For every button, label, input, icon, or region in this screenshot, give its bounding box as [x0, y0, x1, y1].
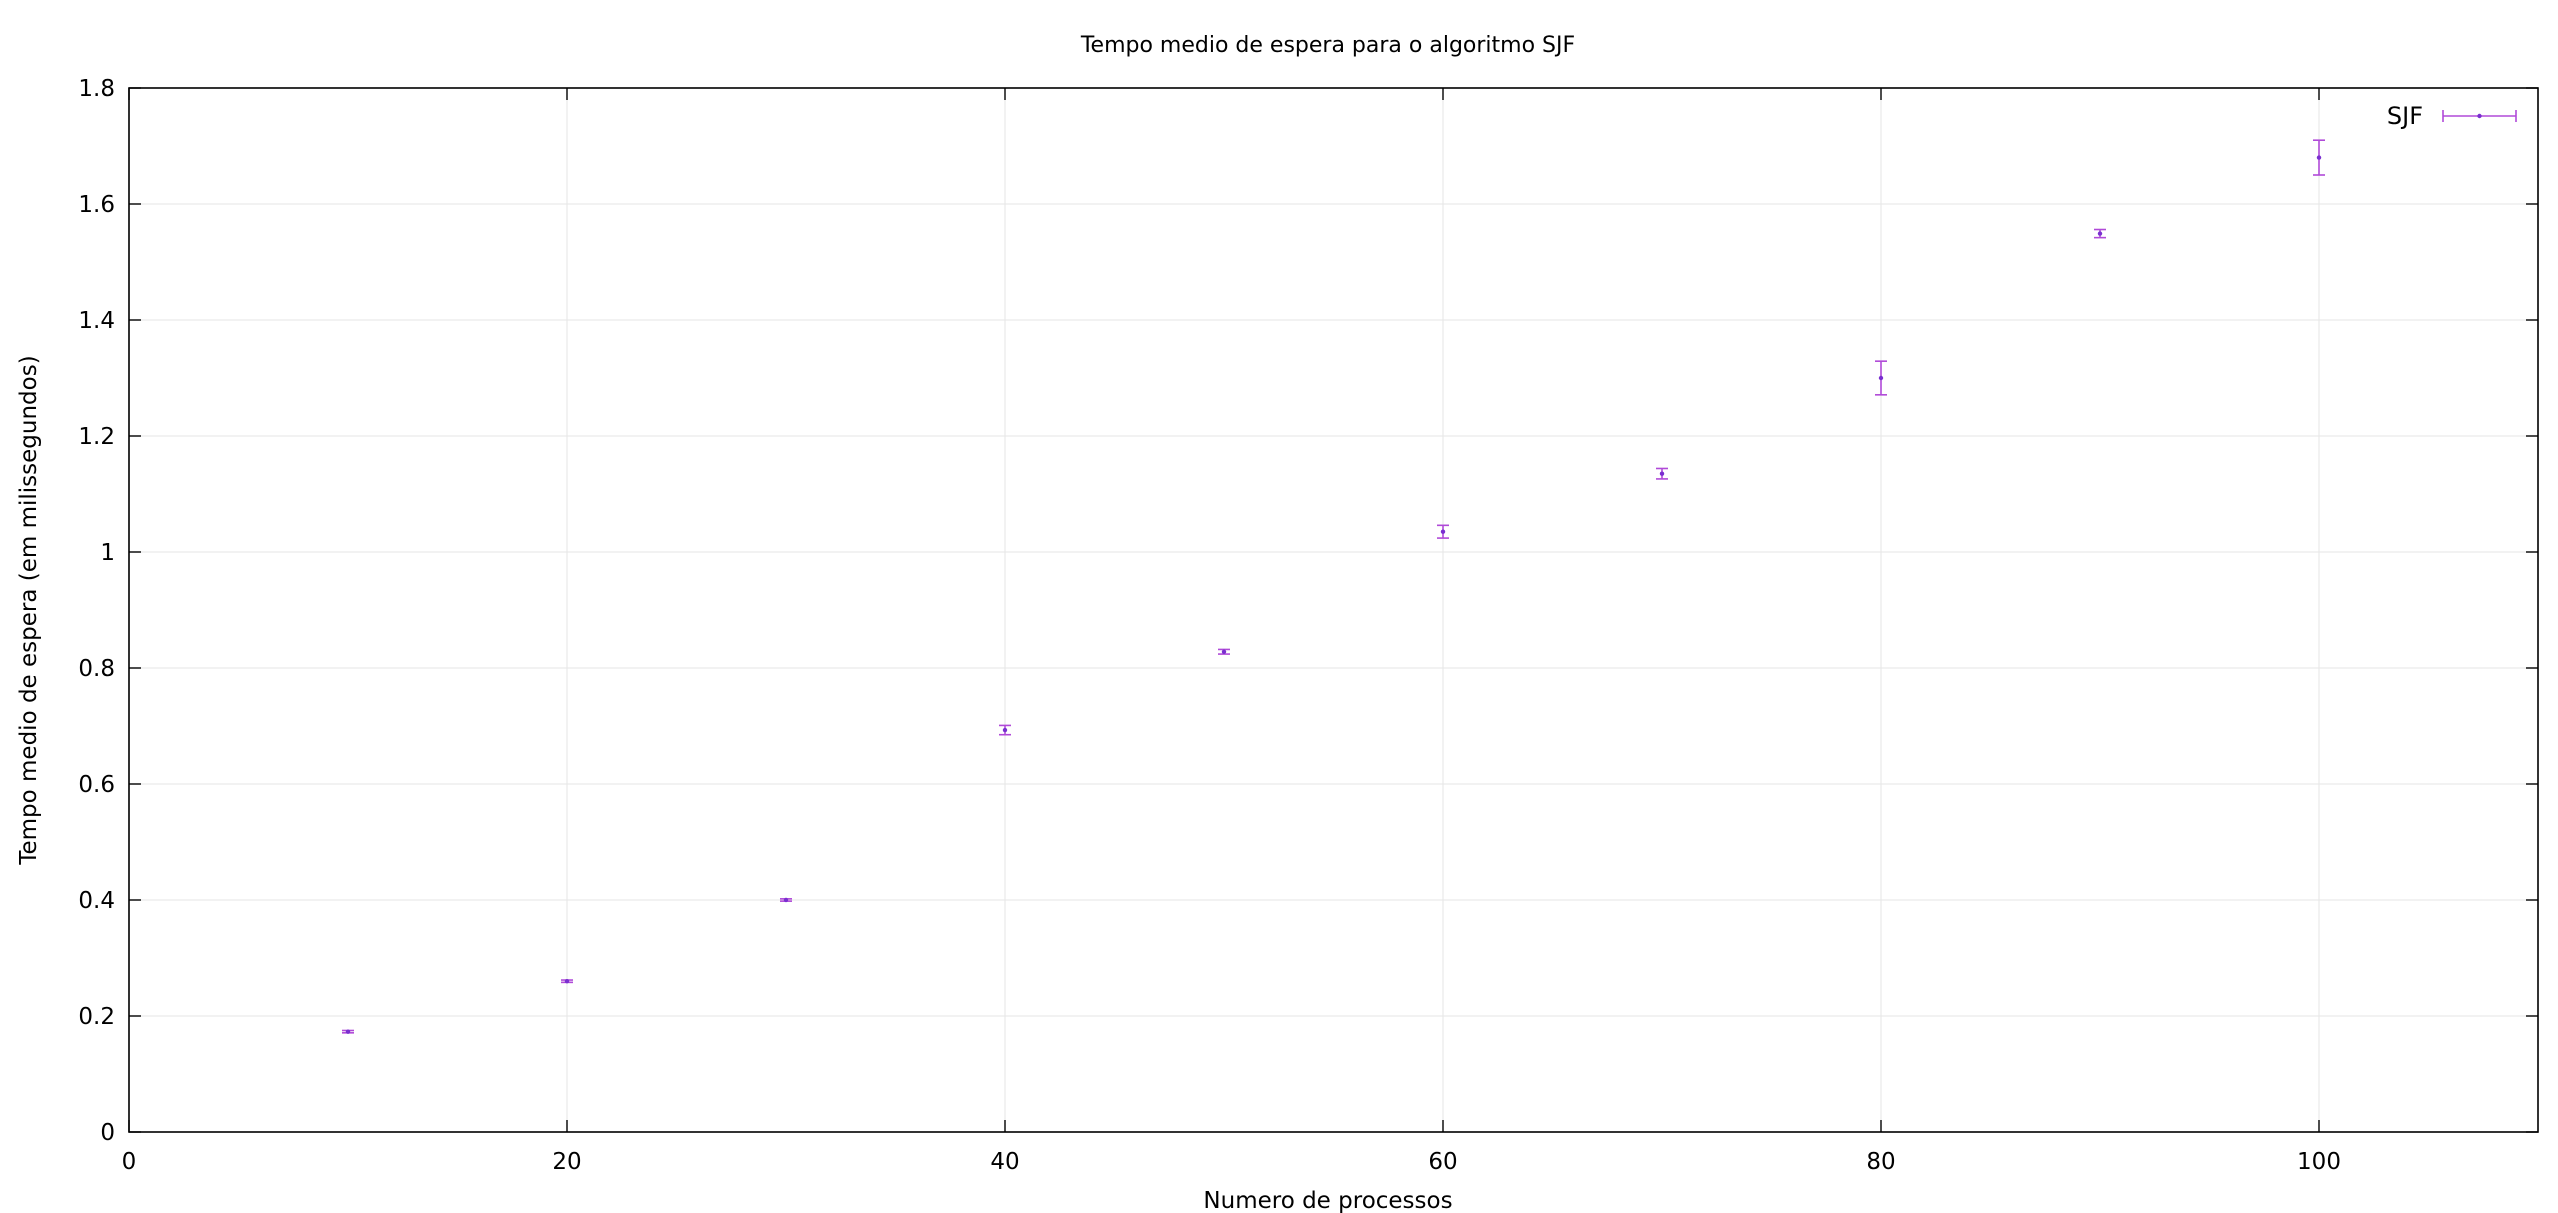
data-point: [999, 724, 1011, 736]
y-tick-label: 0.8: [78, 656, 115, 682]
data-point: [1437, 524, 1449, 539]
y-tick-label: 1.4: [78, 308, 115, 334]
x-axis-label: Numero de processos: [1203, 1188, 1452, 1213]
legend: SJF: [2387, 102, 2517, 130]
y-tick-label: 1: [100, 540, 115, 566]
x-tick-label: 20: [552, 1149, 581, 1175]
plot-frame: [128, 87, 2539, 1133]
y-axis-label: Tempo medio de espera (em milissegundos): [16, 355, 42, 865]
point-marker: [2097, 231, 2103, 236]
chart-title: Tempo medio de espera para o algoritmo S…: [1080, 33, 1575, 58]
data-point: [1218, 648, 1230, 655]
x-tick-label: 0: [122, 1149, 137, 1175]
y-tick-label: 0.2: [78, 1004, 115, 1030]
data-point: [2313, 139, 2325, 176]
data-point: [1656, 467, 1668, 480]
point-marker: [1440, 529, 1446, 534]
legend-point-marker: [2477, 113, 2482, 119]
point-marker: [564, 979, 570, 984]
x-tick-label: 60: [1428, 1149, 1457, 1175]
tick-marks: [128, 87, 2538, 1133]
y-tick-label: 1.2: [78, 424, 115, 450]
point-marker: [2316, 155, 2322, 160]
point-marker: [345, 1029, 351, 1034]
data-points: [342, 139, 2325, 1034]
y-tick-label: 0: [100, 1120, 115, 1146]
y-tick-label: 0.4: [78, 888, 115, 914]
point-marker: [783, 897, 789, 903]
y-tick-label: 0.6: [78, 772, 115, 798]
point-marker: [1002, 727, 1008, 733]
tick-labels: 0 20 40 60 80 100 0 0.2 0.4 0.6 0.8 1 1.2 1.4 1.6 1.8: [78, 76, 2341, 1175]
data-point: [2094, 228, 2106, 239]
point-marker: [1221, 649, 1227, 654]
data-point: [342, 1029, 354, 1034]
y-tick-label: 1.8: [78, 76, 115, 102]
data-point: [1875, 360, 1887, 396]
point-marker: [1659, 471, 1665, 476]
x-tick-label: 80: [1866, 1149, 1895, 1175]
legend-swatch-sjf: [2442, 110, 2517, 122]
point-marker: [1878, 375, 1884, 381]
data-point: [561, 979, 573, 984]
data-point: [780, 897, 792, 903]
legend-label-sjf: SJF: [2387, 102, 2423, 130]
x-tick-label: 40: [990, 1149, 1019, 1175]
y-tick-label: 1.6: [78, 192, 115, 218]
grid-lines: [129, 88, 2538, 1132]
x-tick-label: 100: [2297, 1149, 2341, 1175]
